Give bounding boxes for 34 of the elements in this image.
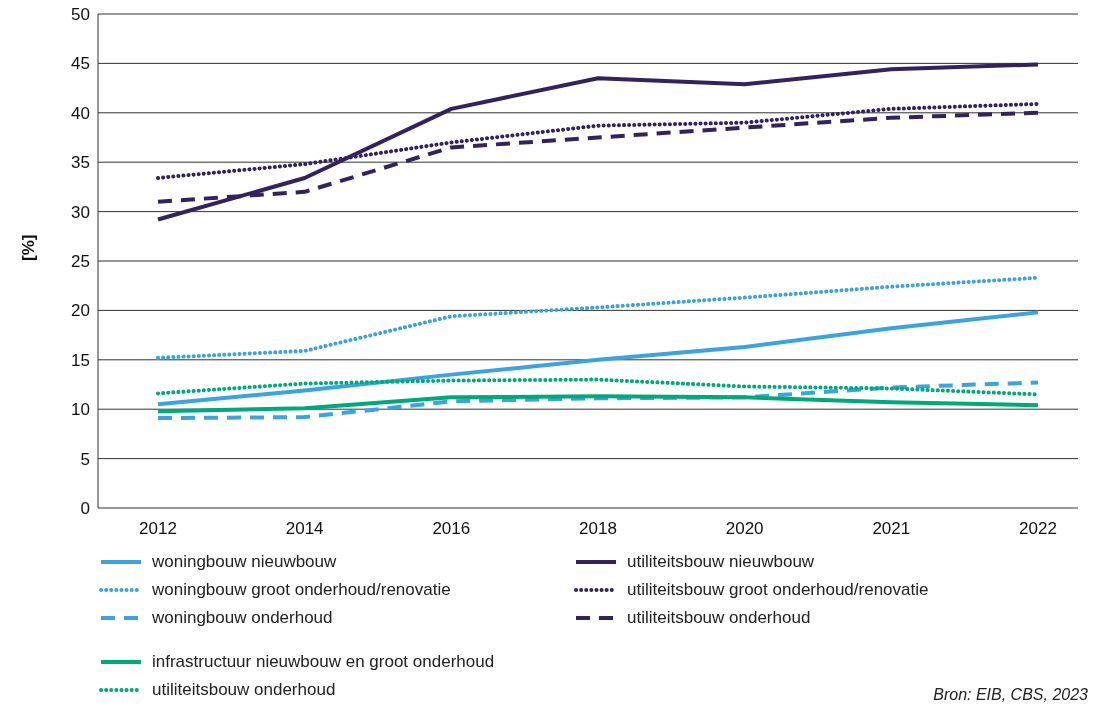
y-tick-label: 40 [71,103,90,123]
line-series [156,377,1040,397]
legend-label: utiliteitsbouw groot onderhoud/renovatie [627,580,929,600]
y-tick-label: 0 [80,499,90,519]
y-tick-label: 10 [71,400,90,420]
x-tick-label: 2022 [1019,519,1057,539]
x-tick-label: 2018 [579,519,617,539]
y-tick-label: 30 [71,202,90,222]
legend-label: woningbouw onderhoud [152,608,333,628]
y-tick-label: 5 [80,449,90,469]
line-series [156,394,1040,414]
y-tick-label: 50 [71,5,90,25]
legend-label: infrastructuur nieuwbouw en groot onderhoud [152,652,495,672]
legend-label: woningbouw groot onderhoud/renovatie [152,580,451,600]
line-series [156,310,1040,407]
y-tick-label: 15 [71,350,90,370]
legend-label: utiliteitsbouw nieuwbouw [627,552,815,572]
x-tick-label: 2020 [725,519,764,539]
y-axis-title: [%] [19,234,39,261]
y-tick-label: 20 [71,301,90,321]
line-series [156,62,1040,222]
y-tick-label: 35 [71,153,90,173]
legend-label: utiliteitsbouw onderhoud [627,608,811,628]
legend-label: utiliteitsbouw onderhoud [152,680,336,700]
x-tick-label: 2021 [872,519,911,539]
x-tick-label: 2012 [139,519,177,539]
x-tick-label: 2014 [285,519,324,539]
x-tick-label: 2016 [432,519,471,539]
y-tick-label: 25 [71,252,90,272]
line-series [156,275,1040,360]
y-tick-label: 45 [71,54,90,74]
line-series [156,380,1040,421]
text: Bron: EIB, CBS, 2023 [933,686,1088,704]
legend-label: woningbouw nieuwbouw [152,552,337,572]
